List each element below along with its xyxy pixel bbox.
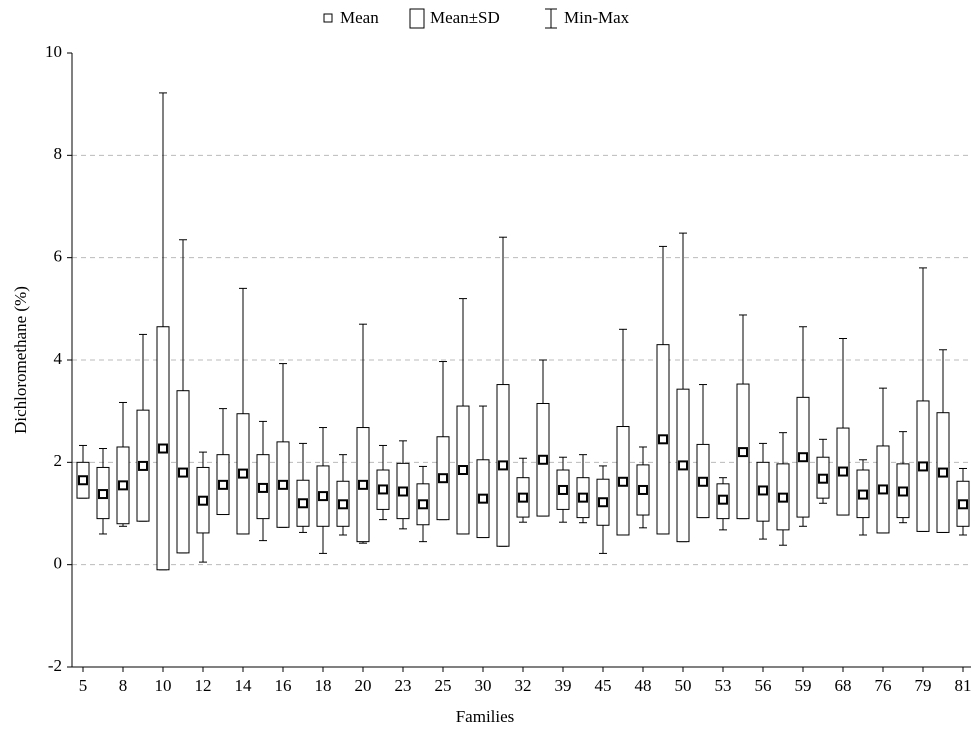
mean-marker [278, 479, 288, 490]
y-tick-label: -2 [48, 656, 62, 675]
x-tick-label: 25 [435, 676, 452, 695]
y-tick-label: 0 [54, 554, 63, 573]
x-tick-label: 12 [195, 676, 212, 695]
mean-marker [78, 475, 88, 486]
mean-marker [718, 494, 728, 505]
mean-marker [238, 468, 248, 479]
mean-marker [378, 484, 388, 495]
mean-marker [898, 486, 908, 497]
y-tick-label: 4 [54, 349, 63, 368]
legend-label: Min-Max [564, 8, 630, 27]
legend-label: Mean±SD [430, 8, 500, 27]
mean-marker [498, 460, 508, 471]
x-tick-label: 18 [315, 676, 332, 695]
x-tick-label: 16 [275, 676, 292, 695]
mean-marker [198, 495, 208, 506]
mean-marker [98, 489, 108, 500]
mean-marker [758, 485, 768, 496]
y-tick-label: 6 [54, 247, 63, 266]
x-tick-label: 23 [395, 676, 412, 695]
x-tick-label: 8 [119, 676, 128, 695]
mean-marker [878, 484, 888, 495]
mean-marker [558, 484, 568, 495]
mean-marker [818, 473, 828, 484]
x-tick-label: 59 [795, 676, 812, 695]
mean-marker [458, 465, 468, 476]
mean-marker [258, 482, 268, 493]
x-tick-label: 14 [235, 676, 253, 695]
mean-marker [938, 467, 948, 478]
mean-marker [338, 499, 348, 510]
mean-marker [158, 443, 168, 454]
mean-marker [398, 486, 408, 497]
mean-marker [738, 447, 748, 458]
mean-marker [298, 498, 308, 509]
mean-marker [418, 499, 428, 510]
mean-marker [358, 479, 368, 490]
mean-marker [218, 479, 228, 490]
x-axis-label: Families [456, 707, 515, 726]
x-tick-label: 68 [835, 676, 852, 695]
y-axis-label: Dichloromethane (%) [11, 286, 30, 434]
mean-marker [638, 484, 648, 495]
mean-marker [538, 454, 548, 465]
x-tick-label: 56 [755, 676, 772, 695]
y-tick-label: 10 [45, 42, 62, 61]
mean-marker [478, 493, 488, 504]
mean-marker [918, 461, 928, 472]
y-tick-label: 2 [54, 451, 63, 470]
mean-marker [178, 467, 188, 478]
x-tick-label: 76 [875, 676, 892, 695]
x-tick-label: 79 [915, 676, 932, 695]
x-tick-label: 50 [675, 676, 692, 695]
legend-mean-icon [323, 13, 333, 23]
legend: Mean Mean±SD Min-Max [323, 8, 630, 29]
x-tick-label: 48 [635, 676, 652, 695]
legend-whisker-icon [545, 8, 557, 29]
x-tick-label: 45 [595, 676, 612, 695]
mean-marker [138, 460, 148, 471]
mean-marker [698, 476, 708, 487]
x-tick-label: 20 [355, 676, 372, 695]
x-tick-label: 10 [155, 676, 172, 695]
x-tick-label: 39 [555, 676, 572, 695]
x-tick-label: 5 [79, 676, 88, 695]
legend-label: Mean [340, 8, 379, 27]
mean-marker [438, 473, 448, 484]
mean-marker [798, 452, 808, 463]
x-tick-label: 53 [715, 676, 732, 695]
y-tick-label: 8 [54, 144, 63, 163]
mean-marker [658, 434, 668, 445]
mean-marker [778, 492, 788, 503]
mean-marker [118, 480, 128, 491]
mean-marker [858, 489, 868, 500]
x-tick-label: 32 [515, 676, 532, 695]
mean-marker [838, 466, 848, 477]
x-tick-label: 81 [955, 676, 971, 695]
mean-marker [618, 476, 628, 487]
mean-marker [958, 499, 968, 510]
mean-marker [598, 497, 608, 508]
mean-marker [678, 460, 688, 471]
mean-marker [518, 492, 528, 503]
legend-box-icon [409, 8, 425, 29]
mean-marker [578, 492, 588, 503]
x-tick-label: 30 [475, 676, 492, 695]
mean-marker [318, 491, 328, 502]
